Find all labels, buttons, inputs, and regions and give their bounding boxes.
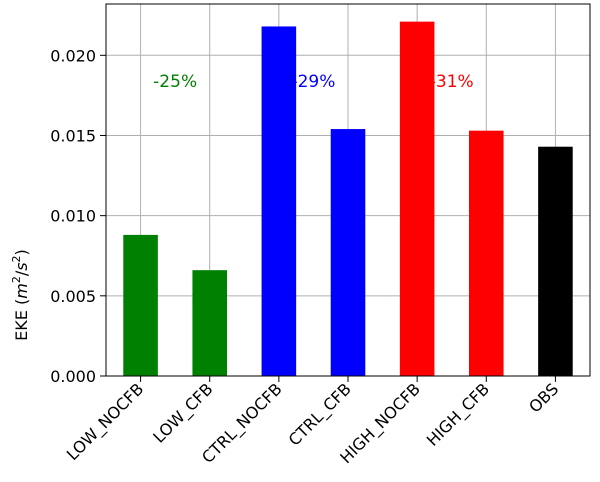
annotation-layer: -25% -29% -31% [153, 72, 473, 92]
x-axis-ticks: LOW_NOCFB LOW_CFBCTRL_NOCFBCTRL_CFBHIGH_N… [63, 376, 562, 468]
y-tick-label: 0.000 [50, 367, 96, 386]
x-tick-label: HIGH_CFB [423, 379, 494, 450]
percent-change-label: -31% [430, 72, 474, 92]
y-tick-label: 0.010 [50, 207, 96, 226]
x-tick-label: CTRL_CFB [285, 379, 356, 450]
bar [261, 26, 297, 377]
bar [330, 129, 366, 376]
bar [538, 146, 573, 376]
percent-change-label: -25% [153, 72, 197, 92]
y-tick-label: 0.020 [50, 46, 96, 65]
y-axis-label: EKE (m2/s2) [10, 249, 31, 341]
bar [192, 270, 227, 376]
x-tick-label: OBS [525, 379, 562, 416]
bar-layer [123, 21, 573, 377]
bar [123, 234, 158, 376]
x-tick-label: LOW_CFB [149, 379, 217, 447]
x-tick-label: LOW_NOCFB [63, 379, 148, 464]
y-tick-label: 0.005 [50, 287, 96, 306]
bar [469, 130, 504, 376]
bar [399, 21, 435, 376]
percent-change-label: -29% [291, 72, 335, 92]
y-axis-ticks: 0.000 0.005 0.010 0.015 0.020 [50, 46, 106, 386]
y-tick-label: 0.015 [50, 126, 96, 145]
